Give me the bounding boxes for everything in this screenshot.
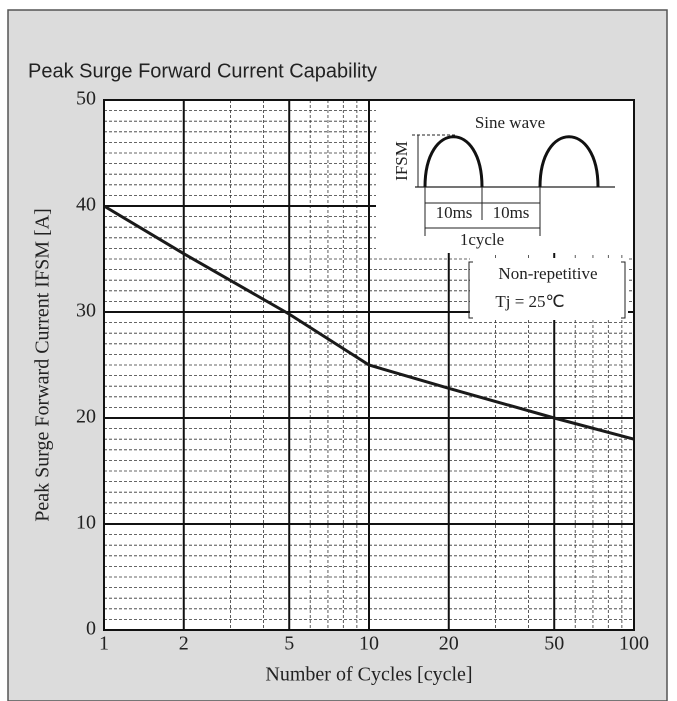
y-tick-label: 30 [76, 300, 96, 322]
y-tick-label: 10 [76, 512, 96, 534]
condition-bracket [468, 261, 626, 319]
condition-label: Non-repetitive [498, 264, 597, 283]
y-tick-label: 20 [76, 406, 96, 428]
sine-hump [423, 135, 484, 188]
x-axis-label: Number of Cycles [cycle] [265, 664, 472, 686]
x-tick-label: 5 [284, 633, 294, 655]
y-tick-label: 0 [86, 618, 96, 640]
half-period-label: 10ms [436, 203, 473, 222]
x-tick-label: 1 [99, 633, 109, 655]
y-tick-label: 40 [76, 194, 96, 216]
half-period-label: 10ms [493, 203, 530, 222]
inset: Sine wave IFSM 10ms 10ms 1cycle Non-repe… [376, 101, 633, 320]
x-tick-label: 2 [179, 633, 189, 655]
period-label: 1cycle [460, 230, 504, 249]
waveform-title: Sine wave [475, 113, 545, 132]
x-tick-label: 20 [439, 633, 459, 655]
y-axis-label: Peak Surge Forward Current IFSM [A] [32, 208, 54, 522]
chart-title: Peak Surge Forward Current Capability [28, 60, 377, 82]
waveform-axis-label: IFSM [392, 141, 411, 181]
x-tick-label: 100 [619, 633, 649, 655]
plot-frame [103, 99, 635, 631]
sine-hump [538, 135, 600, 188]
x-tick-label: 10 [359, 633, 379, 655]
data-line [103, 204, 635, 441]
condition-background [470, 258, 628, 320]
condition-label: Tj = 25℃ [495, 292, 564, 311]
y-tick-label: 50 [76, 88, 96, 110]
x-tick-label: 50 [544, 633, 564, 655]
